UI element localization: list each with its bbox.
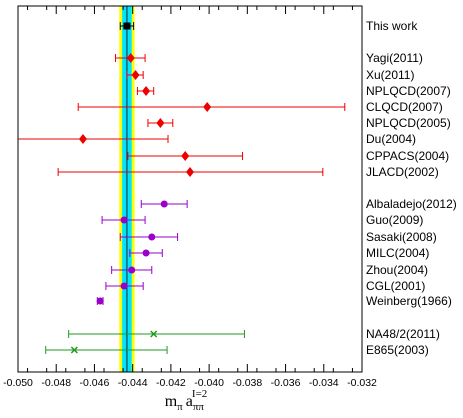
circle-marker [96, 297, 104, 305]
circle-marker [148, 233, 156, 241]
square-marker [123, 22, 131, 30]
row-label: E865(2003) [366, 343, 429, 357]
x-tick-label: -0.038 [232, 377, 262, 389]
row-label: Albaladejo(2012) [366, 197, 457, 211]
row-label: Xu(2011) [366, 68, 414, 82]
row-label: JLACD(2002) [366, 165, 439, 179]
x-axis-title: mπ aππI=2 [165, 388, 208, 413]
x-tick-label: -0.048 [41, 377, 71, 389]
row-label: Yagi(2011) [366, 51, 423, 65]
row-label: CGL(2001) [366, 279, 425, 293]
diamond-marker [131, 70, 140, 80]
data-point-lattice [136, 86, 155, 96]
diamond-marker [156, 118, 165, 128]
row-label: NPLQCD(2007) [366, 84, 451, 98]
data-point-lattice [127, 151, 244, 161]
data-point-lattice [77, 102, 346, 112]
diamond-marker [126, 53, 135, 63]
x-tick-label: -0.044 [118, 377, 148, 389]
data-point-theory [119, 233, 179, 241]
row-label: This work [366, 19, 418, 33]
row-label: Sasaki(2008) [366, 230, 437, 244]
row-label: Weinberg(1966) [366, 294, 452, 308]
data-point-theory [96, 297, 104, 305]
data-point-theory [140, 200, 188, 208]
data-point-experiment [68, 330, 245, 338]
x-axis: -0.050 -0.048 -0.046 -0.044 -0.042 -0.040 -0.0… [3, 6, 377, 389]
data-series [17, 22, 346, 354]
data-point-lattice [126, 70, 144, 80]
row-label: Du(2004) [366, 132, 416, 146]
diamond-marker [186, 167, 194, 177]
row-label: CPPACS(2004) [366, 149, 449, 163]
diamond-marker [181, 151, 190, 161]
data-point-experiment [45, 346, 168, 354]
row-labels: This work Yagi(2011) Xu(2011) NPLQCD(2007) C… [366, 19, 457, 357]
x-tick-label: -0.046 [80, 377, 110, 389]
x-tick-label: -0.032 [347, 377, 377, 389]
circle-marker [142, 249, 150, 257]
row-label: NA48/2(2011) [366, 327, 440, 341]
diamond-marker [78, 134, 87, 144]
data-point-theory [105, 282, 144, 290]
row-label: Zhou(2004) [366, 263, 428, 277]
data-point-theory [129, 249, 163, 257]
x-tick-label: -0.040 [194, 377, 224, 389]
x-tick-label: -0.036 [271, 377, 301, 389]
diamond-marker [142, 86, 151, 96]
diamond-marker [203, 102, 212, 112]
circle-marker [120, 282, 128, 290]
row-label: NPLQCD(2005) [366, 116, 451, 130]
row-label: Guo(2009) [366, 213, 423, 227]
circle-marker [120, 216, 128, 224]
row-label: CLQCD(2007) [366, 100, 443, 114]
data-point-lattice [114, 53, 146, 63]
average-band [119, 6, 135, 372]
data-point-theory [101, 216, 146, 224]
row-label: MILC(2004) [366, 246, 429, 260]
x-tick-label: -0.042 [156, 377, 186, 389]
circle-marker [160, 200, 168, 208]
x-tick-label: -0.034 [309, 377, 339, 389]
data-point-this_work [119, 22, 135, 30]
data-point-theory [111, 266, 153, 274]
data-point-lattice [17, 134, 169, 144]
cross-marker-b [70, 346, 78, 354]
circle-marker [128, 266, 136, 274]
data-point-lattice [57, 167, 324, 177]
plot-frame [17, 5, 363, 373]
data-point-lattice [147, 118, 174, 128]
x-tick-label: -0.050 [3, 377, 33, 389]
cross-marker-b [150, 330, 158, 338]
